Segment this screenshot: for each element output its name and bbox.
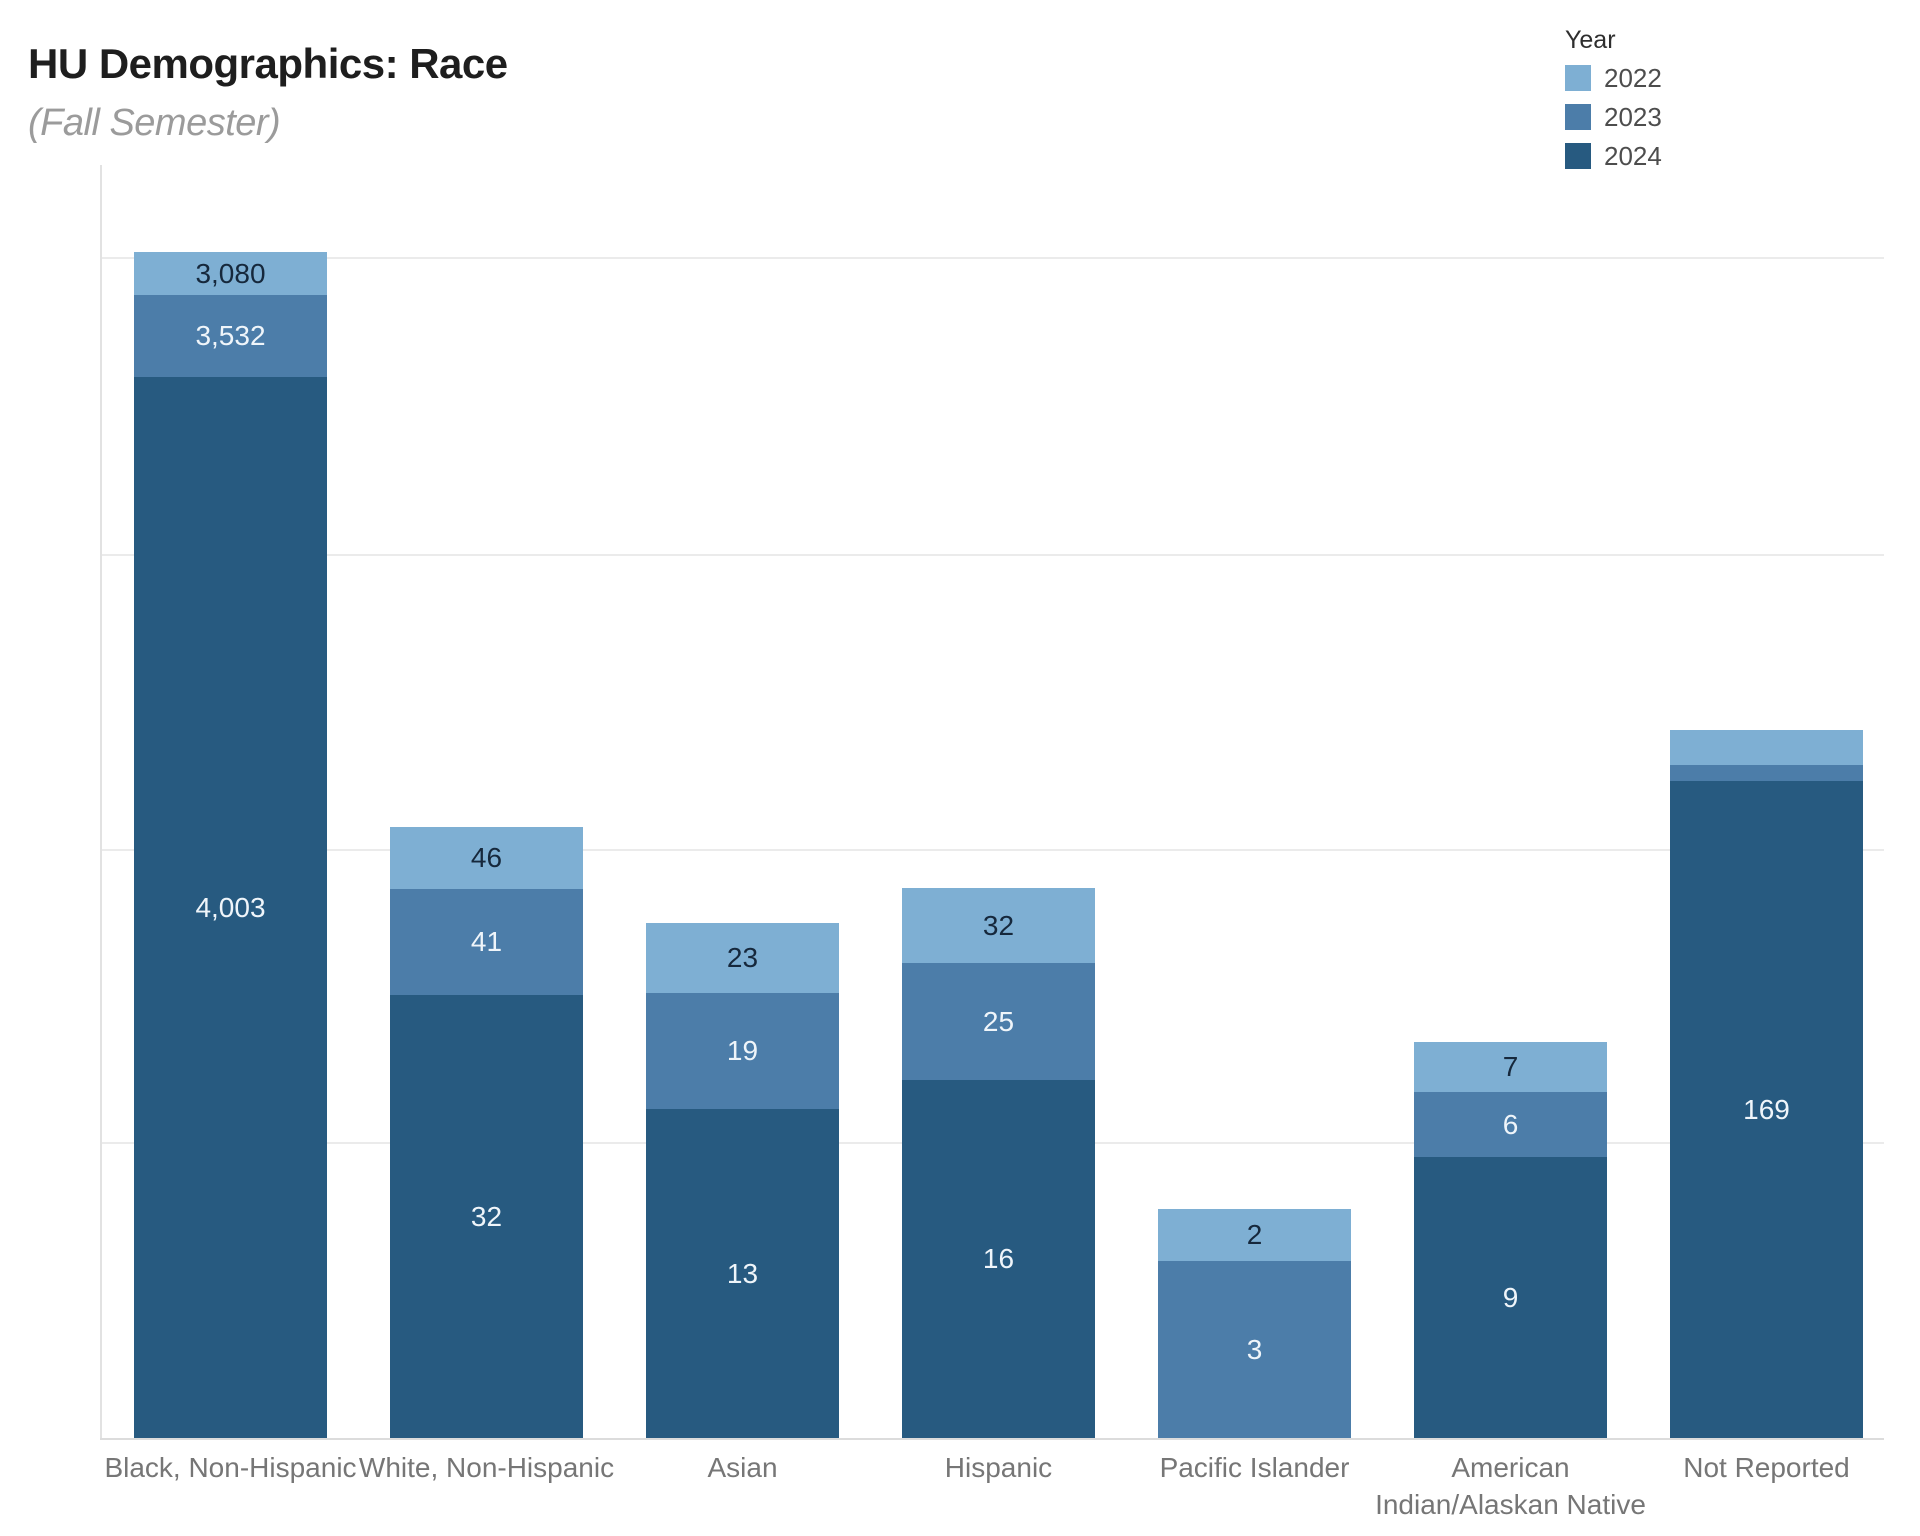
bar-1-segment-2022[interactable]: 46 [390,827,583,889]
legend-item-2024[interactable]: 2024 [1565,143,1662,169]
y-gridline [100,257,1884,259]
y-gridline [100,554,1884,556]
bar-value-label: 46 [470,842,503,873]
bar-value-label: 2 [1246,1219,1263,1250]
bar-3-segment-2022[interactable]: 32 [902,888,1095,963]
bar-3-segment-2024[interactable]: 16 [902,1080,1095,1438]
bar-value-label: 19 [726,1035,759,1066]
bar-value-label: 6 [1502,1109,1519,1140]
bar-1-segment-2024[interactable]: 32 [390,995,583,1438]
legend-title: Year [1565,26,1616,54]
bar-0-segment-2023[interactable]: 3,532 [134,295,327,377]
bar-value-label: 23 [726,942,759,973]
bar-3-segment-2023[interactable]: 25 [902,963,1095,1080]
bar-value-label: 3,532 [195,320,266,351]
category-label-line: Indian/Alaskan Native [1375,1489,1646,1520]
bar-0-segment-2022[interactable]: 3,080 [134,252,327,295]
bar-2-segment-2022[interactable]: 23 [646,923,839,993]
category-label-line: Asian [707,1452,778,1483]
legend-swatch-2022-icon [1565,65,1591,91]
bar-4-segment-2023[interactable]: 3 [1158,1261,1351,1438]
bar-4-segment-2022[interactable]: 2 [1158,1209,1351,1261]
category-label-line: American [1451,1452,1570,1483]
bar-5-segment-2023[interactable]: 6 [1414,1092,1607,1157]
legend: Year 2022 2023 2024 [1565,26,1662,182]
bar-value-label: 13 [726,1258,759,1289]
bar-value-label: 7 [1502,1051,1519,1082]
category-label-line: Black, Non-Hispanic [104,1452,357,1483]
legend-item-2023[interactable]: 2023 [1565,104,1662,130]
category-label: Hispanic [839,1449,1159,1486]
bar-value-label: 4,003 [195,892,266,923]
bar-0-segment-2024[interactable]: 4,003 [134,377,327,1438]
legend-swatch-2023-icon [1565,104,1591,130]
bar-6-segment-2023[interactable] [1670,765,1863,781]
category-label-line: White, Non-Hispanic [358,1452,615,1483]
legend-label: 2024 [1604,141,1662,171]
category-label: Not Reported [1607,1449,1920,1486]
category-label: Asian [583,1449,903,1486]
x-axis-line [100,1438,1884,1440]
category-label: Black, Non-Hispanic [71,1449,391,1486]
bar-value-label: 3 [1246,1334,1263,1365]
chart-subtitle: (Fall Semester) [28,102,281,144]
legend-label: 2023 [1604,102,1662,132]
legend-label: 2022 [1604,63,1662,93]
category-label: Pacific Islander [1095,1449,1415,1486]
bar-2-segment-2024[interactable]: 13 [646,1109,839,1438]
bar-value-label: 9 [1502,1282,1519,1313]
bar-2-segment-2023[interactable]: 19 [646,993,839,1109]
bar-1-segment-2023[interactable]: 41 [390,889,583,995]
bar-5-segment-2022[interactable]: 7 [1414,1042,1607,1092]
y-gridline [100,849,1884,851]
category-label-line: Pacific Islander [1159,1452,1350,1483]
y-axis-line [100,165,102,1438]
bar-value-label: 25 [982,1006,1015,1037]
category-label: American Indian/Alaskan Native [1351,1449,1671,1523]
legend-item-2022[interactable]: 2022 [1565,65,1662,91]
bar-value-label: 16 [982,1243,1015,1274]
bar-5-segment-2024[interactable]: 9 [1414,1157,1607,1438]
bar-6-segment-2024[interactable]: 169 [1670,781,1863,1438]
legend-swatch-2024-icon [1565,143,1591,169]
category-label-line: Not Reported [1683,1452,1850,1483]
category-label-line: Hispanic [944,1452,1053,1483]
category-label: White, Non-Hispanic [327,1449,647,1486]
bar-value-label: 32 [470,1201,503,1232]
bar-value-label: 169 [1743,1094,1790,1125]
bar-value-label: 3,080 [195,258,266,289]
bar-6-segment-2022[interactable] [1670,730,1863,765]
bar-value-label: 32 [982,910,1015,941]
bar-value-label: 41 [470,926,503,957]
chart-title: HU Demographics: Race [28,40,508,87]
